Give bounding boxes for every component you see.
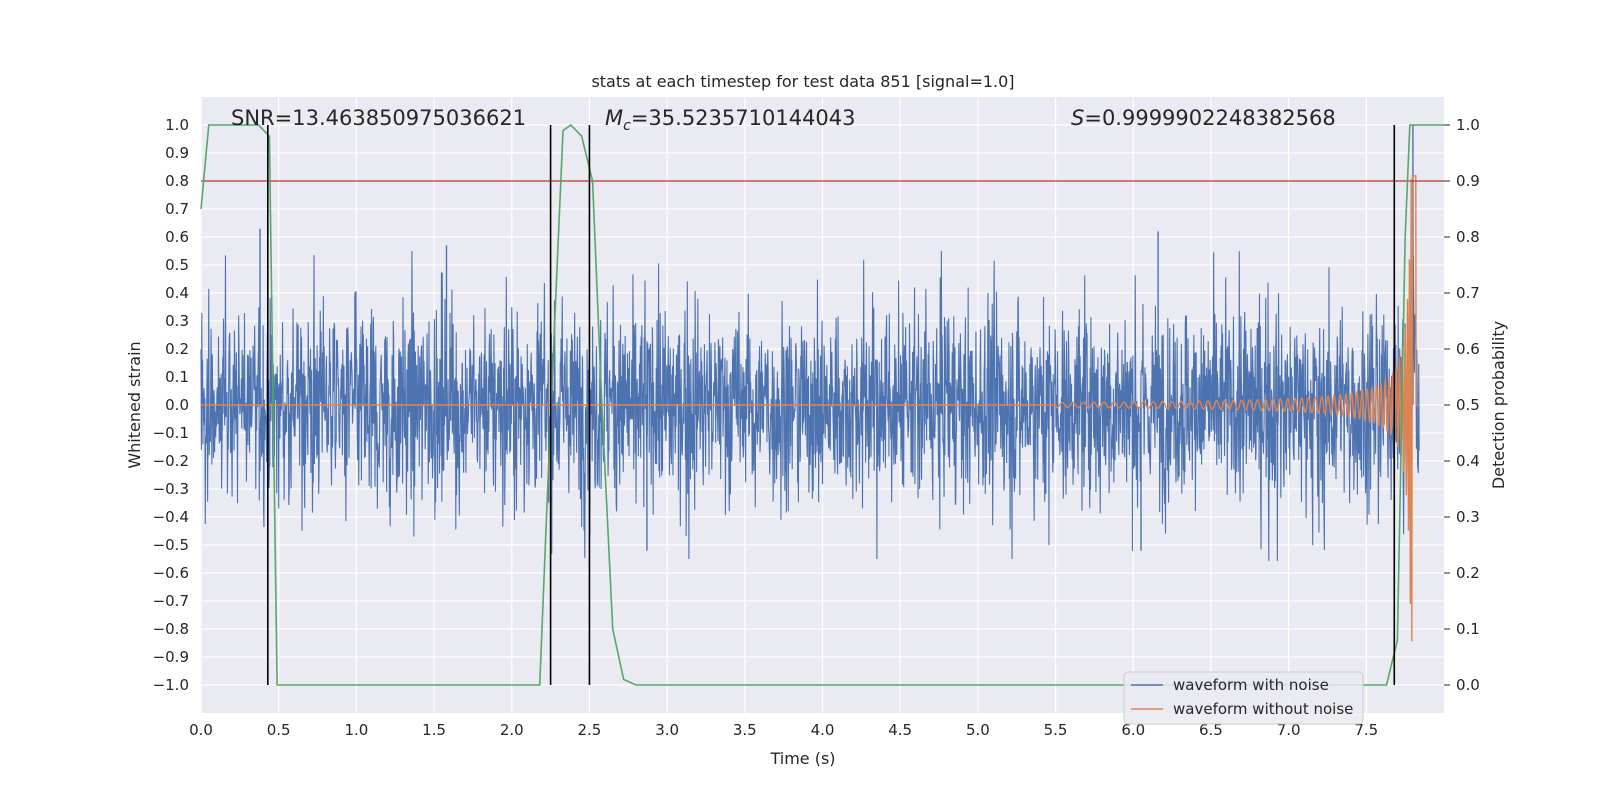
y-tick-label: −0.9 xyxy=(153,648,189,666)
y-tick-label: −0.4 xyxy=(153,508,189,526)
legend-label-clean: waveform without noise xyxy=(1173,700,1353,718)
chirp-mass-annotation: Mc=35.5235710144043 xyxy=(605,106,856,134)
x-tick-label: 7.5 xyxy=(1354,721,1378,739)
x-tick-label: 4.5 xyxy=(888,721,912,739)
y-tick-label: −0.7 xyxy=(153,592,189,610)
x-tick-label: 7.0 xyxy=(1277,721,1301,739)
y-tick-label: 0.4 xyxy=(165,284,189,302)
y-tick-label: 0.8 xyxy=(165,172,189,190)
y-tick-label: 0.1 xyxy=(165,368,189,386)
y-tick-label: 0.7 xyxy=(165,200,189,218)
y-tick-label: −0.3 xyxy=(153,480,189,498)
legend-label-noise: waveform with noise xyxy=(1173,676,1329,694)
y2-tick-label: 0.0 xyxy=(1456,676,1480,694)
x-tick-label: 2.0 xyxy=(500,721,524,739)
y2-tick-label: 0.6 xyxy=(1456,340,1480,358)
y2-tick-label: 0.4 xyxy=(1456,452,1480,470)
y-axis-label: Whitened strain xyxy=(125,341,144,468)
chart-title: stats at each timestep for test data 851… xyxy=(591,72,1014,91)
y-tick-label: 0.2 xyxy=(165,340,189,358)
y2-tick-label: 0.1 xyxy=(1456,620,1480,638)
y2-tick-label: 0.9 xyxy=(1456,172,1480,190)
x-tick-label: 1.0 xyxy=(344,721,368,739)
x-tick-label: 4.0 xyxy=(811,721,835,739)
x-tick-label: 5.5 xyxy=(1044,721,1068,739)
snr-annotation: SNR=13.463850975036621 xyxy=(231,106,526,130)
y2-tick-label: 0.8 xyxy=(1456,228,1480,246)
y2-axis-label: Detection probability xyxy=(1489,321,1508,489)
y-tick-label: −0.2 xyxy=(153,452,189,470)
legend: waveform with noise waveform without noi… xyxy=(1123,671,1364,725)
s-annotation: S=0.9999902248382568 xyxy=(1071,106,1336,130)
y-tick-label: −0.1 xyxy=(153,424,189,442)
y-tick-label: −0.6 xyxy=(153,564,189,582)
y-tick-label: 0.0 xyxy=(165,396,189,414)
y-tick-label: 0.6 xyxy=(165,228,189,246)
y2-tick-label: 0.2 xyxy=(1456,564,1480,582)
x-tick-label: 0.0 xyxy=(189,721,213,739)
y2-tick-label: 1.0 xyxy=(1456,116,1480,134)
y2-tick-label: 0.3 xyxy=(1456,508,1480,526)
y-tick-label: 0.5 xyxy=(165,256,189,274)
x-tick-label: 0.5 xyxy=(267,721,291,739)
x-tick-label: 6.0 xyxy=(1121,721,1145,739)
y2-tick-label: 0.5 xyxy=(1456,396,1480,414)
y2-tick-label: 0.7 xyxy=(1456,284,1480,302)
y-tick-label: −0.5 xyxy=(153,536,189,554)
y-tick-label: 0.3 xyxy=(165,312,189,330)
series-waveform-without-noise xyxy=(201,175,1420,642)
y-tick-label: 1.0 xyxy=(165,116,189,134)
x-axis-label: Time (s) xyxy=(769,749,835,768)
x-tick-label: 3.5 xyxy=(733,721,757,739)
y-tick-label: 0.9 xyxy=(165,144,189,162)
legend-box xyxy=(1123,671,1364,725)
series-waveform-with-noise xyxy=(200,234,1420,562)
x-tick-label: 2.5 xyxy=(578,721,602,739)
x-tick-label: 1.5 xyxy=(422,721,446,739)
x-tick-label: 3.0 xyxy=(655,721,679,739)
y-tick-label: −1.0 xyxy=(153,676,189,694)
x-tick-label: 6.5 xyxy=(1199,721,1223,739)
y-tick-label: −0.8 xyxy=(153,620,189,638)
x-tick-label: 5.0 xyxy=(966,721,990,739)
